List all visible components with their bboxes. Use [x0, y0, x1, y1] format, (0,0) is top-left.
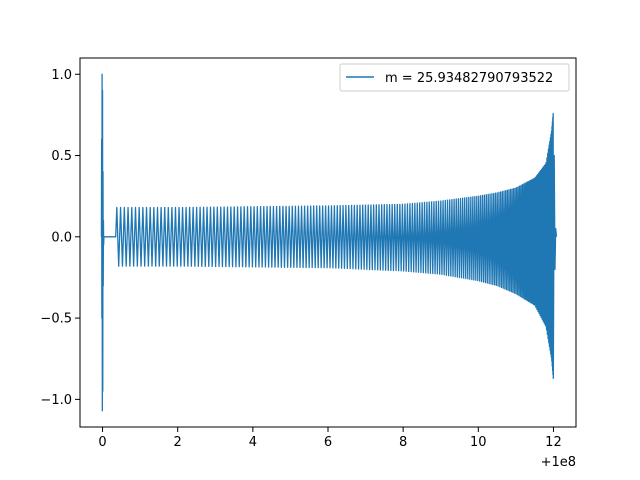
legend-label: m = 25.93482790793522 [385, 71, 553, 86]
x-offset-label: +1e8 [541, 455, 576, 470]
x-tick-label: 6 [324, 435, 332, 450]
y-tick-label: 0.5 [51, 149, 72, 164]
x-tick-label: 4 [249, 435, 257, 450]
y-tick-label: 1.0 [51, 68, 72, 83]
y-tick-label: −0.5 [40, 312, 72, 327]
x-tick-label: 8 [399, 435, 407, 450]
y-tick-label: 0.0 [51, 230, 72, 245]
x-tick-label: 0 [98, 435, 106, 450]
legend: m = 25.93482790793522 [339, 63, 570, 92]
series-line [100, 73, 558, 412]
x-tick-label: 10 [470, 435, 487, 450]
x-tick-label: 12 [545, 435, 562, 450]
plot-area [100, 73, 558, 412]
x-tick-label: 2 [174, 435, 182, 450]
y-tick-label: −1.0 [40, 393, 72, 408]
axes: 0 2 4 6 8 10 12 −1.0 −0.5 0.0 0.5 1.0 [40, 57, 577, 450]
legend-box [339, 63, 570, 92]
